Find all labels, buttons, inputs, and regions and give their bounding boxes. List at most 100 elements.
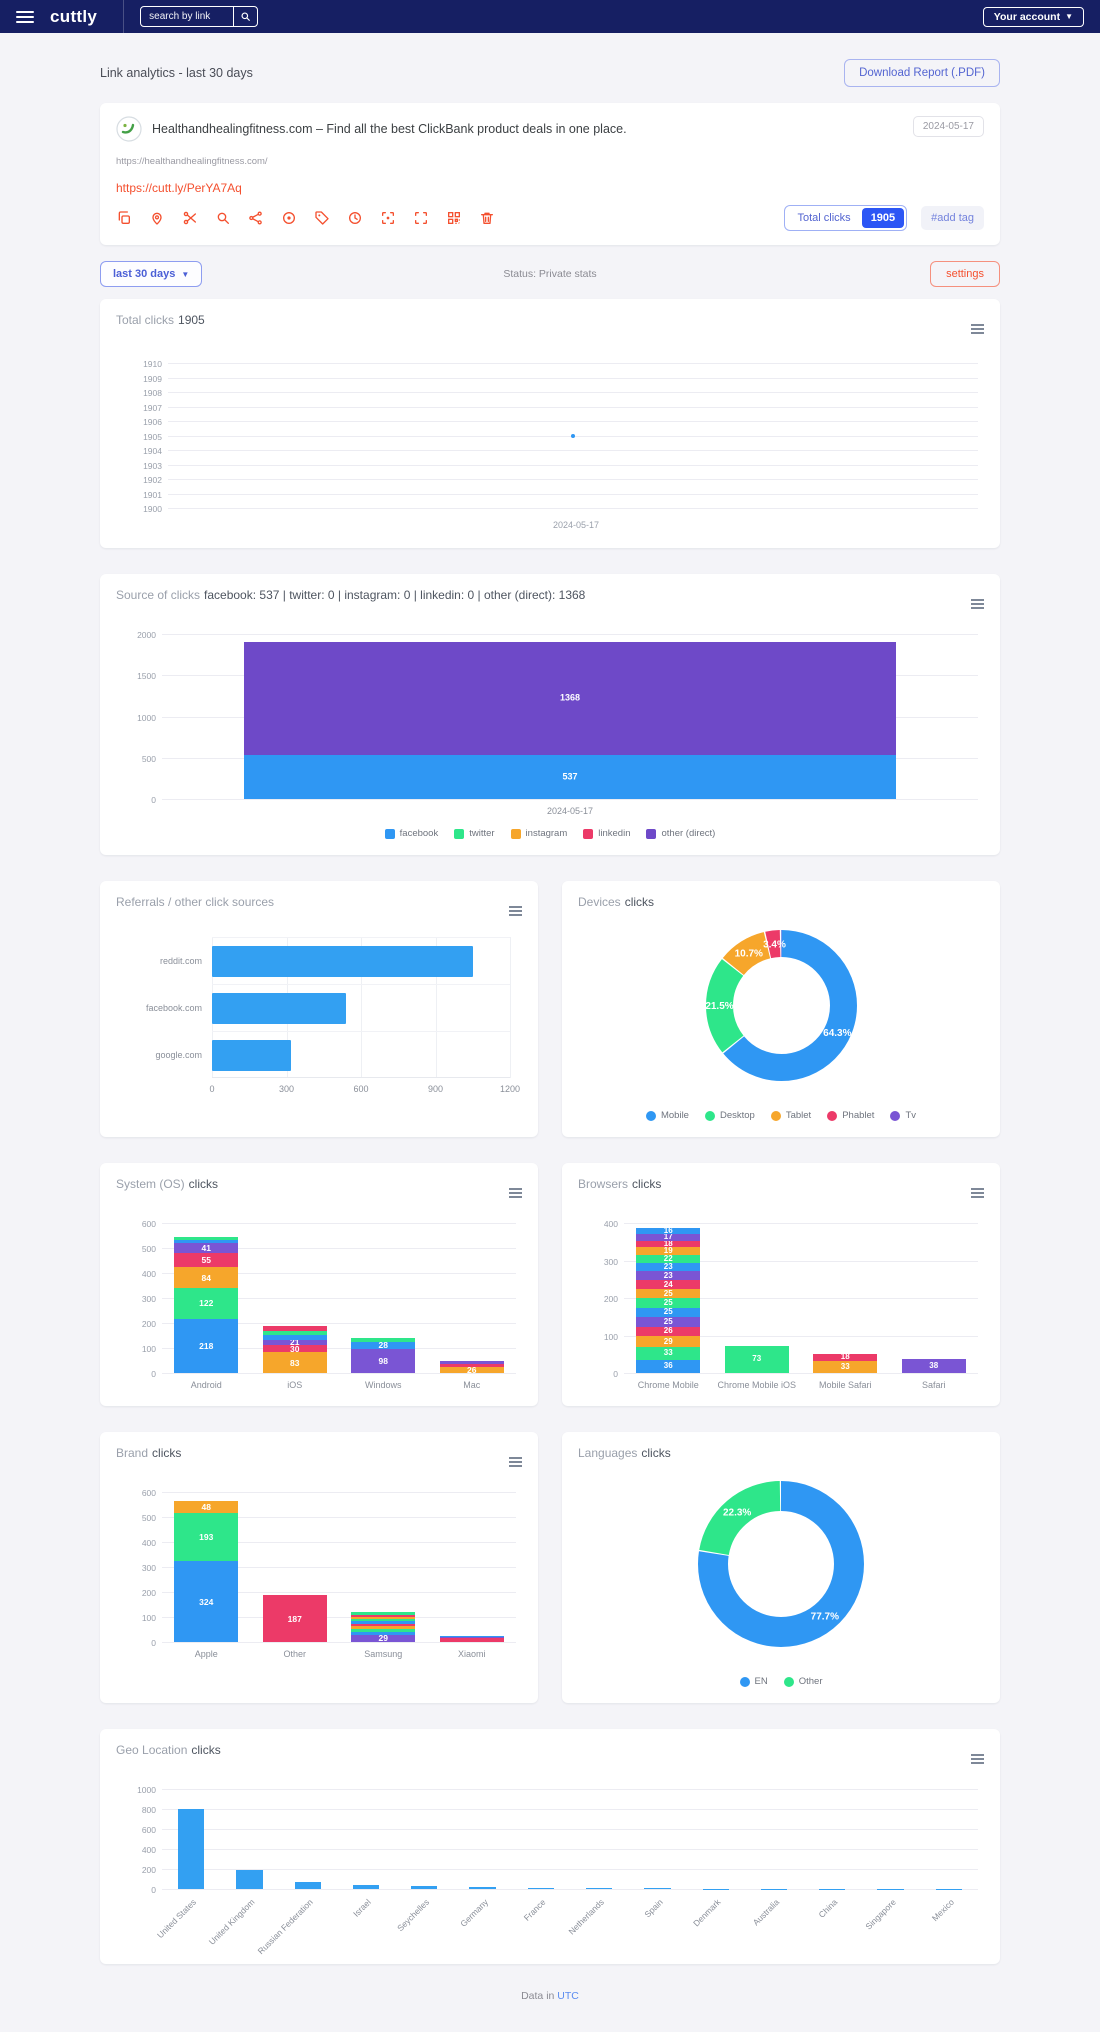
cuttly-logo[interactable]: cuttly [50, 7, 97, 27]
qr-code-icon[interactable] [446, 210, 462, 226]
search-button[interactable] [233, 7, 257, 26]
utc-link[interactable]: UTC [557, 1990, 579, 2002]
legend-item[interactable]: Mobile [646, 1110, 689, 1121]
bar-segment [351, 1624, 415, 1627]
total-clicks-pill[interactable]: Total clicks 1905 [784, 205, 908, 231]
legend-item[interactable]: linkedin [583, 828, 630, 839]
x-category: Israel [337, 1892, 395, 1948]
menu-icon[interactable] [16, 8, 34, 26]
history-icon[interactable] [347, 210, 363, 226]
y-tick: 0 [114, 795, 156, 805]
segment-value: 218 [199, 1342, 213, 1351]
top-navbar: cuttly Your account ▼ [0, 0, 1100, 33]
x-category: Australia [745, 1892, 803, 1948]
legend-label: Other [799, 1676, 823, 1687]
segment-value: 16 [664, 1227, 673, 1235]
y-tick: 300 [576, 1257, 618, 1267]
legend-item[interactable]: EN [740, 1676, 768, 1687]
x-tick: 1200 [500, 1084, 520, 1094]
y-tick: 600 [114, 1825, 156, 1835]
segment-value: 122 [199, 1299, 213, 1308]
bar-segment: 25 [636, 1298, 700, 1307]
bar-segment: 324 [174, 1561, 238, 1642]
bar: 73 [725, 1346, 789, 1373]
settings-button[interactable]: settings [930, 261, 1000, 287]
legend-item[interactable]: Desktop [705, 1110, 755, 1121]
bar-segment [440, 1364, 504, 1367]
search-input[interactable] [141, 7, 233, 26]
legend-item[interactable]: twitter [454, 828, 494, 839]
page-title: Link analytics - last 30 days [100, 66, 253, 80]
referrals-card: Referrals / other click sources reddit.c… [100, 881, 538, 1137]
segment-value: 1368 [560, 694, 580, 703]
legend-swatch [454, 829, 464, 839]
add-tag-button[interactable]: #add tag [921, 206, 984, 230]
tag-icon[interactable] [314, 210, 330, 226]
gridline: 1909 [168, 378, 978, 379]
segment-value: 324 [199, 1597, 213, 1606]
bar-segment: 41 [174, 1243, 238, 1253]
legend-swatch [784, 1677, 794, 1687]
chart-menu-icon[interactable] [971, 594, 984, 614]
legend-swatch [385, 829, 395, 839]
legend-item[interactable]: Tablet [771, 1110, 811, 1121]
bar-segment: 26 [440, 1367, 504, 1374]
chart-menu-icon[interactable] [971, 1749, 984, 1769]
total-clicks-label: Total clicks [787, 208, 862, 228]
legend-item[interactable]: Phablet [827, 1110, 874, 1121]
navbar-divider [123, 0, 124, 33]
bar: 26 [440, 1361, 504, 1373]
gridline: 1904 [168, 450, 978, 451]
bar-segment [295, 1882, 321, 1889]
cut-icon[interactable] [182, 210, 198, 226]
legend-item[interactable]: other (direct) [646, 828, 715, 839]
y-tick: 0 [114, 1638, 156, 1648]
bar-segment: 18 [636, 1241, 700, 1248]
focus-icon[interactable] [380, 210, 396, 226]
chart-menu-icon[interactable] [509, 901, 522, 921]
x-category: Seychelles [395, 1892, 453, 1948]
date-range-dropdown[interactable]: last 30 days ▼ [100, 261, 202, 287]
account-label: Your account [994, 11, 1060, 23]
target-icon[interactable] [281, 210, 297, 226]
data-point [571, 434, 575, 438]
segment-value: 18 [841, 1353, 850, 1361]
chart-menu-icon[interactable] [509, 1183, 522, 1203]
legend-item[interactable]: Tv [890, 1110, 916, 1121]
y-tick: 0 [114, 1369, 156, 1379]
short-url-link[interactable]: https://cutt.ly/PerYA7Aq [116, 181, 242, 195]
chart-menu-icon[interactable] [509, 1452, 522, 1472]
gridline: 1903 [168, 465, 978, 466]
legend-item[interactable]: instagram [511, 828, 568, 839]
legend-item[interactable]: Other [784, 1676, 823, 1687]
bar-segment: 21 [263, 1340, 327, 1345]
trash-icon[interactable] [479, 210, 495, 226]
share-icon[interactable] [248, 210, 264, 226]
magnifier-icon[interactable] [215, 210, 231, 226]
copy-icon[interactable] [116, 210, 132, 226]
y-tick: 500 [114, 754, 156, 764]
resize-icon[interactable] [413, 210, 429, 226]
legend-swatch [646, 1111, 656, 1121]
your-account-button[interactable]: Your account ▼ [983, 7, 1084, 27]
y-tick: 1900 [120, 504, 162, 514]
bar-segment [263, 1335, 327, 1340]
chart-menu-icon[interactable] [971, 319, 984, 339]
x-axis: 2024-05-17 [162, 806, 978, 816]
location-pin-icon[interactable] [149, 210, 165, 226]
download-report-button[interactable]: Download Report (.PDF) [844, 59, 1000, 87]
bar-segment: 193 [174, 1513, 238, 1561]
chart-menu-icon[interactable] [971, 1183, 984, 1203]
bar-segment: 16 [636, 1228, 700, 1234]
chart-legend: facebook twitter instagram linkedin other (d… [116, 828, 984, 839]
y-tick: 0 [114, 1885, 156, 1895]
legend-item[interactable]: facebook [385, 828, 439, 839]
